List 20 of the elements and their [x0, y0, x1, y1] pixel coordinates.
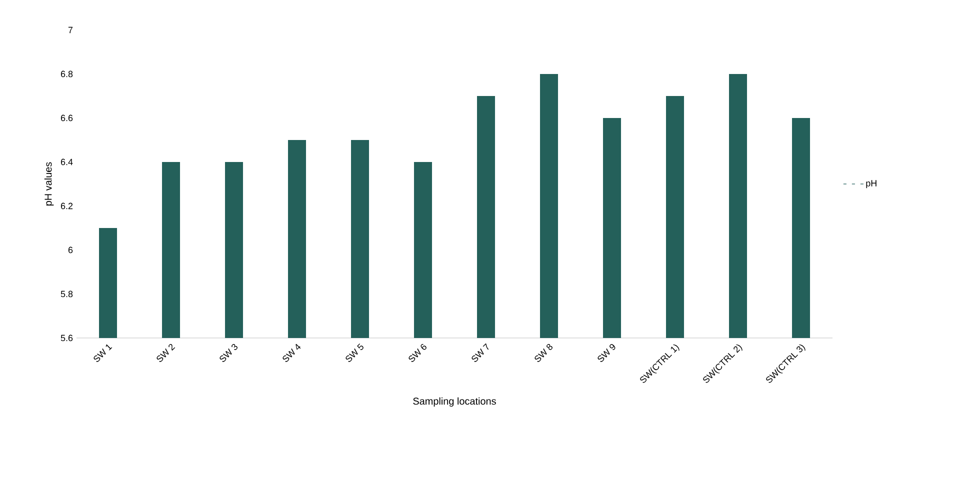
y-tick-label: 6.6 — [60, 114, 73, 122]
y-tick-label: 5.8 — [60, 290, 73, 298]
x-tick-label: SW 5 — [346, 344, 364, 362]
x-tick-label: SW 2 — [156, 344, 176, 362]
y-tick-label: 6.4 — [60, 158, 73, 166]
x-axis-title: Sampling locations — [413, 397, 496, 407]
x-tick-label: SW 4 — [282, 344, 301, 362]
x-tick-label: SW 1 — [94, 344, 112, 362]
legend-label: pH — [866, 180, 876, 188]
y-tick-label: 6.2 — [60, 202, 73, 210]
y-tick-label: 6.8 — [60, 70, 73, 78]
y-tick-label: 5.6 — [60, 334, 73, 342]
x-tick-label: SW 8 — [534, 344, 553, 362]
x-tick-label: SW 7 — [472, 343, 489, 362]
x-tick-label: SW 9 — [598, 344, 616, 362]
y-tick-label: 6 — [68, 246, 73, 254]
x-tick-label: SW 3 — [220, 344, 238, 362]
y-tick-label: 7 — [68, 26, 73, 34]
y-axis-title: pH values — [44, 162, 54, 206]
x-tick-label: SW 6 — [408, 344, 426, 362]
